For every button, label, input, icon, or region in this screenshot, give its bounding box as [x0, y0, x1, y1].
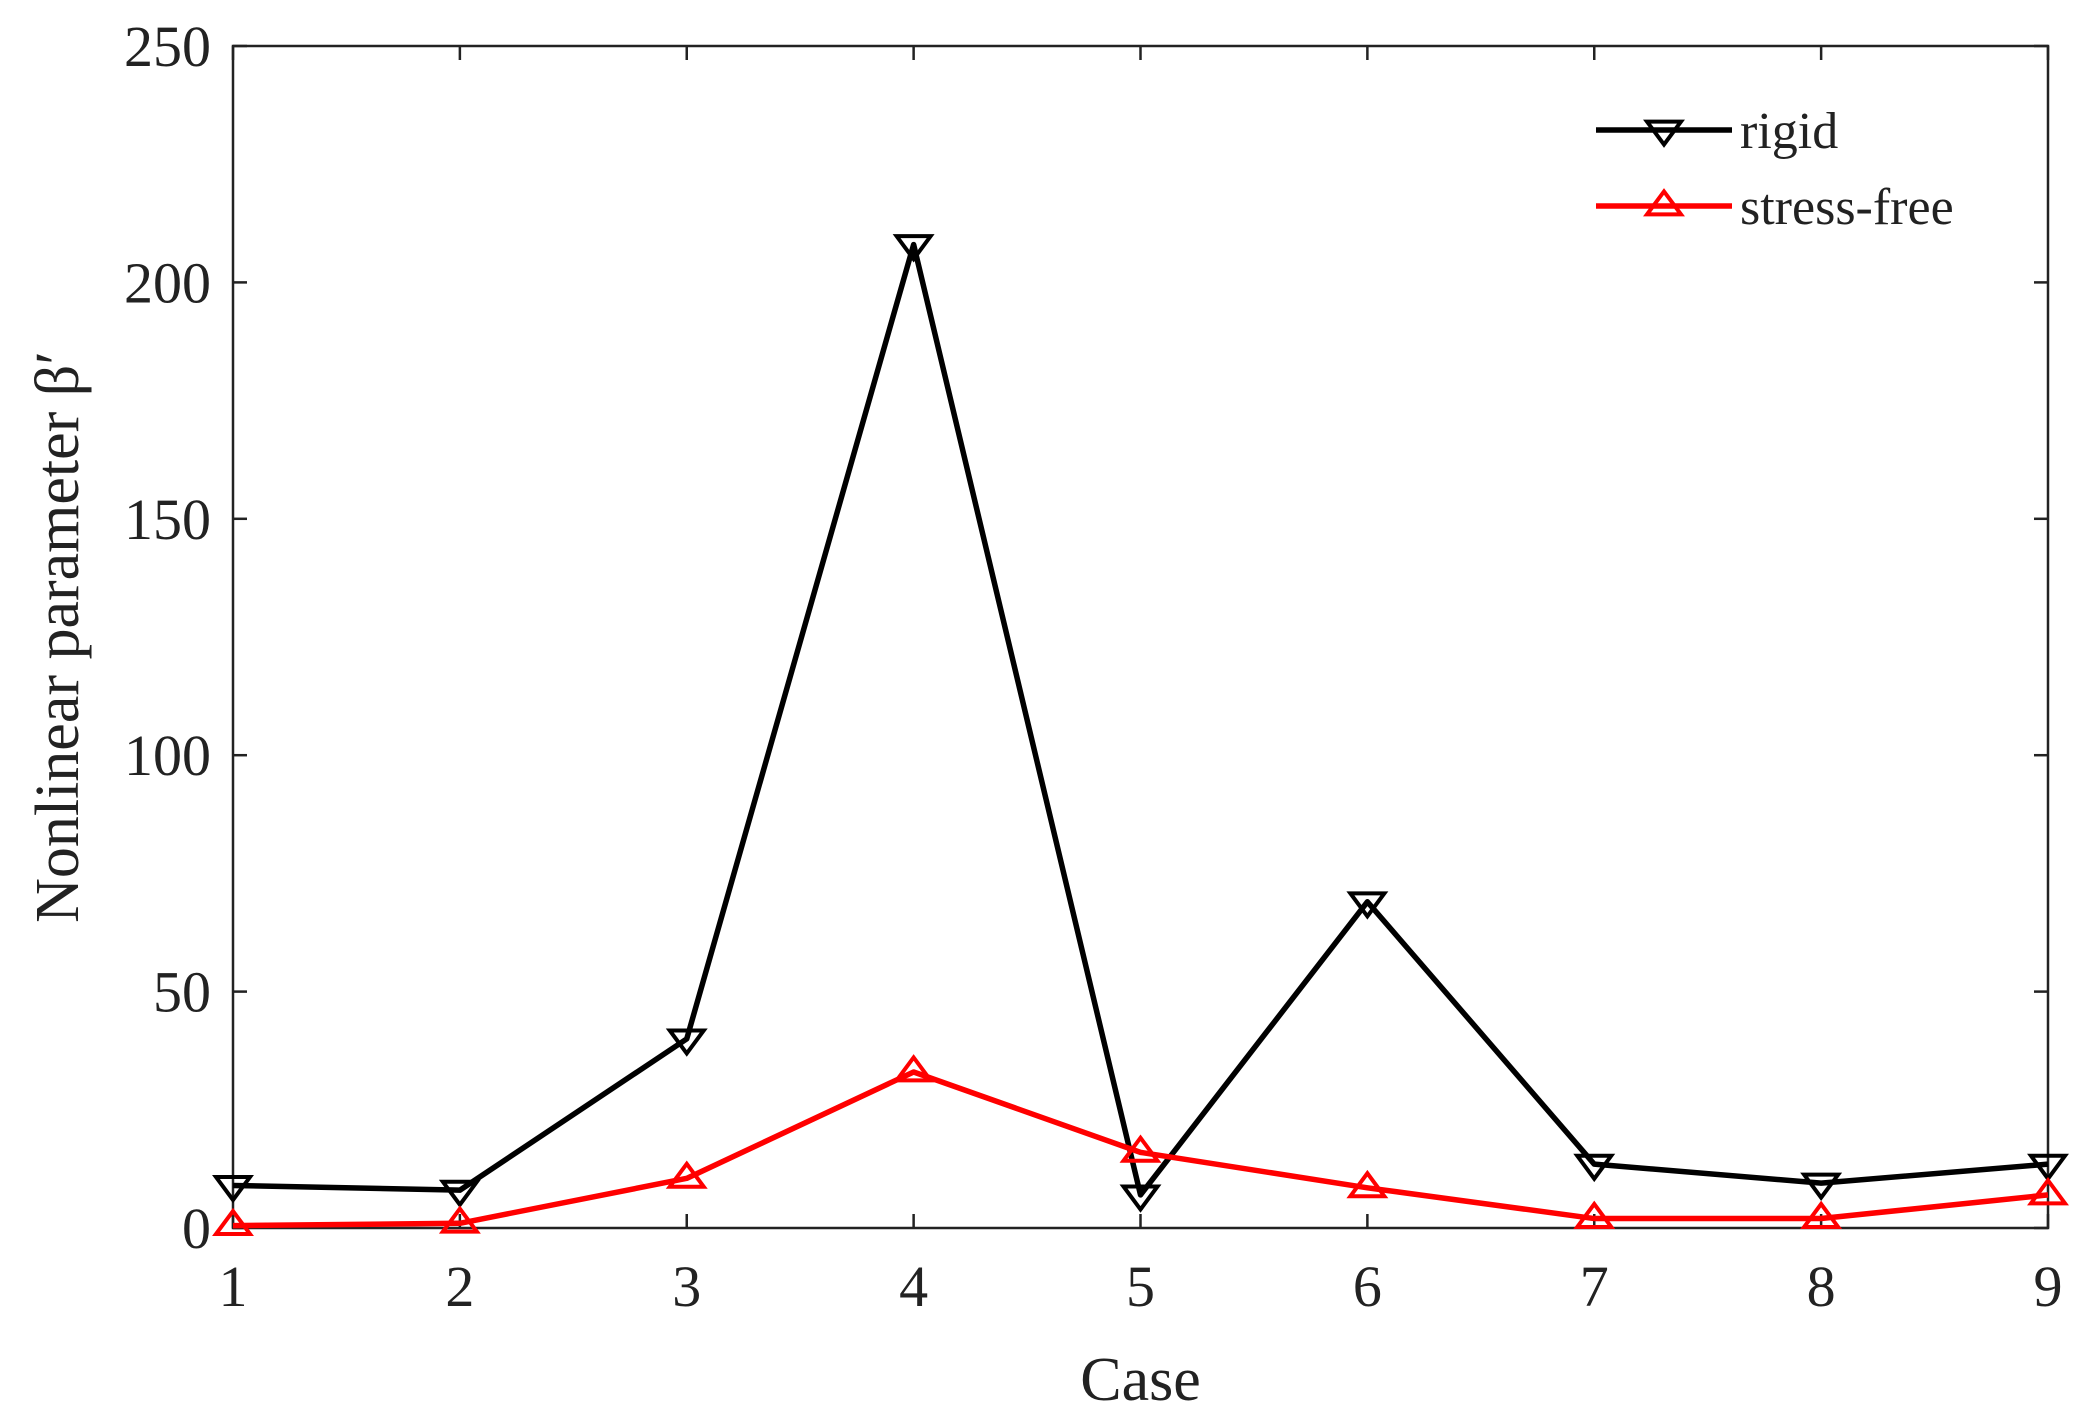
series-layer [212, 234, 2069, 1237]
legend-item-stress-free: stress-free [1596, 179, 1954, 236]
series-stress-free [212, 1054, 2069, 1237]
x-tick-label: 1 [219, 1254, 248, 1319]
data-point-stress-free [212, 1207, 254, 1237]
series-line-stress-free [232, 1069, 2049, 1229]
data-point-stress-free [438, 1205, 481, 1234]
data-point-rigid [2027, 1153, 2069, 1183]
x-tick-label: 6 [1353, 1254, 1382, 1319]
series-rigid [212, 234, 2069, 1213]
x-tick-label: 4 [899, 1254, 928, 1319]
legend-marker-stress-free [1643, 188, 1685, 217]
legend-item-rigid: rigid [1596, 103, 1838, 160]
data-point-stress-free [2027, 1177, 2069, 1206]
data-point-stress-free [1800, 1200, 1843, 1229]
data-point-rigid [438, 1179, 481, 1209]
data-point-rigid [1573, 1153, 1616, 1183]
x-tick-label: 9 [2034, 1254, 2063, 1319]
x-tick-label: 7 [1580, 1254, 1609, 1319]
legend-label: rigid [1740, 103, 1838, 160]
y-tick-label: 50 [153, 960, 211, 1025]
data-point-rigid [892, 234, 935, 263]
data-point-rigid [1800, 1172, 1843, 1201]
data-point-rigid [1119, 1184, 1162, 1213]
data-point-rigid [1346, 891, 1389, 920]
x-tick-label: 2 [445, 1254, 474, 1319]
legend: rigid stress-free [1596, 103, 1954, 236]
data-point-rigid [665, 1028, 708, 1057]
data-point-rigid [212, 1175, 254, 1204]
y-tick-label: 200 [124, 250, 211, 315]
x-tick-label: 8 [1807, 1254, 1836, 1319]
data-point-stress-free [1346, 1169, 1389, 1199]
x-tick-label: 3 [672, 1254, 701, 1319]
x-axis-title: Case [1080, 1346, 1201, 1414]
data-point-stress-free [892, 1054, 935, 1083]
data-point-stress-free [1119, 1134, 1162, 1163]
series-line-rigid [232, 241, 2049, 1198]
x-tick-label: 5 [1126, 1254, 1155, 1319]
y-tick-label: 0 [182, 1196, 211, 1261]
y-tick-label: 100 [124, 723, 211, 788]
legend-marker-rigid [1643, 119, 1685, 148]
tick-labels: 1 2 3 4 5 6 7 8 9 0 50 100 150 200 250 [124, 14, 2063, 1319]
legend-label: stress-free [1740, 179, 1954, 236]
data-point-stress-free [1573, 1200, 1616, 1229]
y-tick-label: 250 [124, 14, 211, 79]
y-axis-title: Nonlinear parameter β′ [24, 351, 92, 923]
y-tick-label: 150 [124, 487, 211, 552]
data-point-stress-free [665, 1160, 708, 1189]
